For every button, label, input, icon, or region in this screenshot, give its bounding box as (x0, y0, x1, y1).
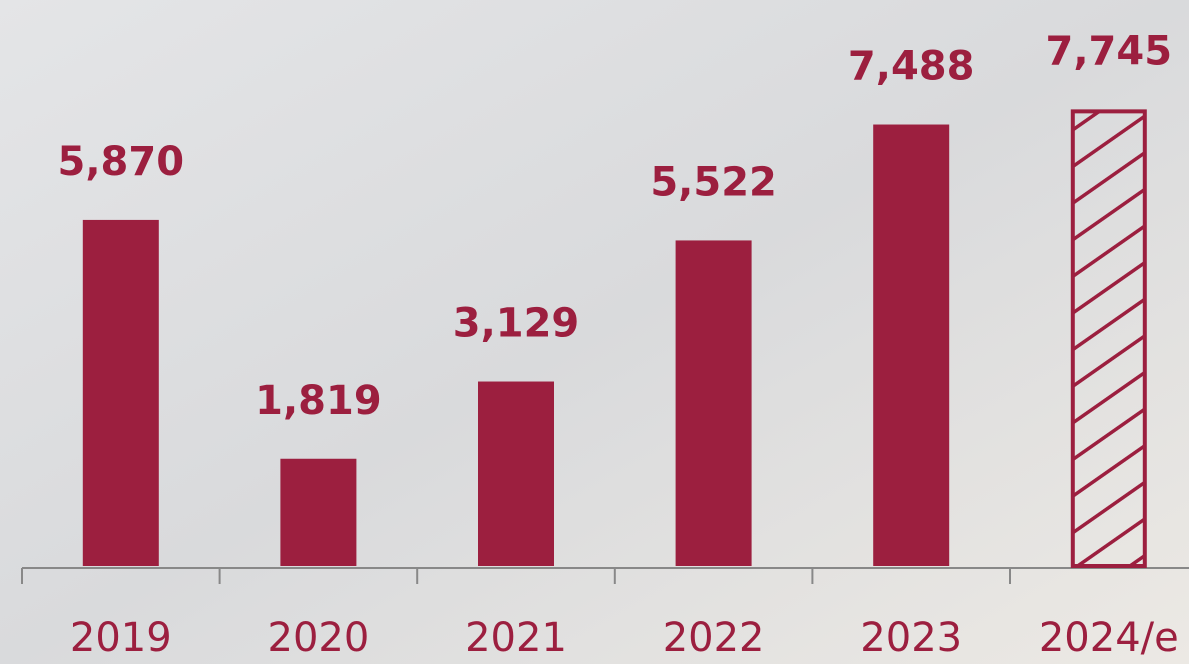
bar (82, 219, 159, 566)
bar (873, 124, 950, 567)
bar (478, 381, 554, 566)
x-tick-label: 2020 (268, 615, 370, 661)
x-tick-label: 2022 (663, 615, 765, 661)
x-tick-label: 2024/e (1039, 615, 1179, 661)
bar (675, 240, 752, 567)
value-label: 1,819 (255, 378, 382, 424)
value-label: 7,488 (848, 44, 975, 90)
x-tick-label: 2019 (70, 615, 172, 661)
bar (280, 458, 357, 566)
value-label: 5,522 (650, 159, 777, 205)
value-label: 5,870 (58, 139, 185, 185)
value-label: 3,129 (453, 301, 580, 347)
bar (1070, 109, 1147, 568)
value-label: 7,745 (1046, 28, 1173, 74)
x-tick-label: 2021 (465, 615, 567, 661)
x-tick-label: 2023 (860, 615, 962, 661)
